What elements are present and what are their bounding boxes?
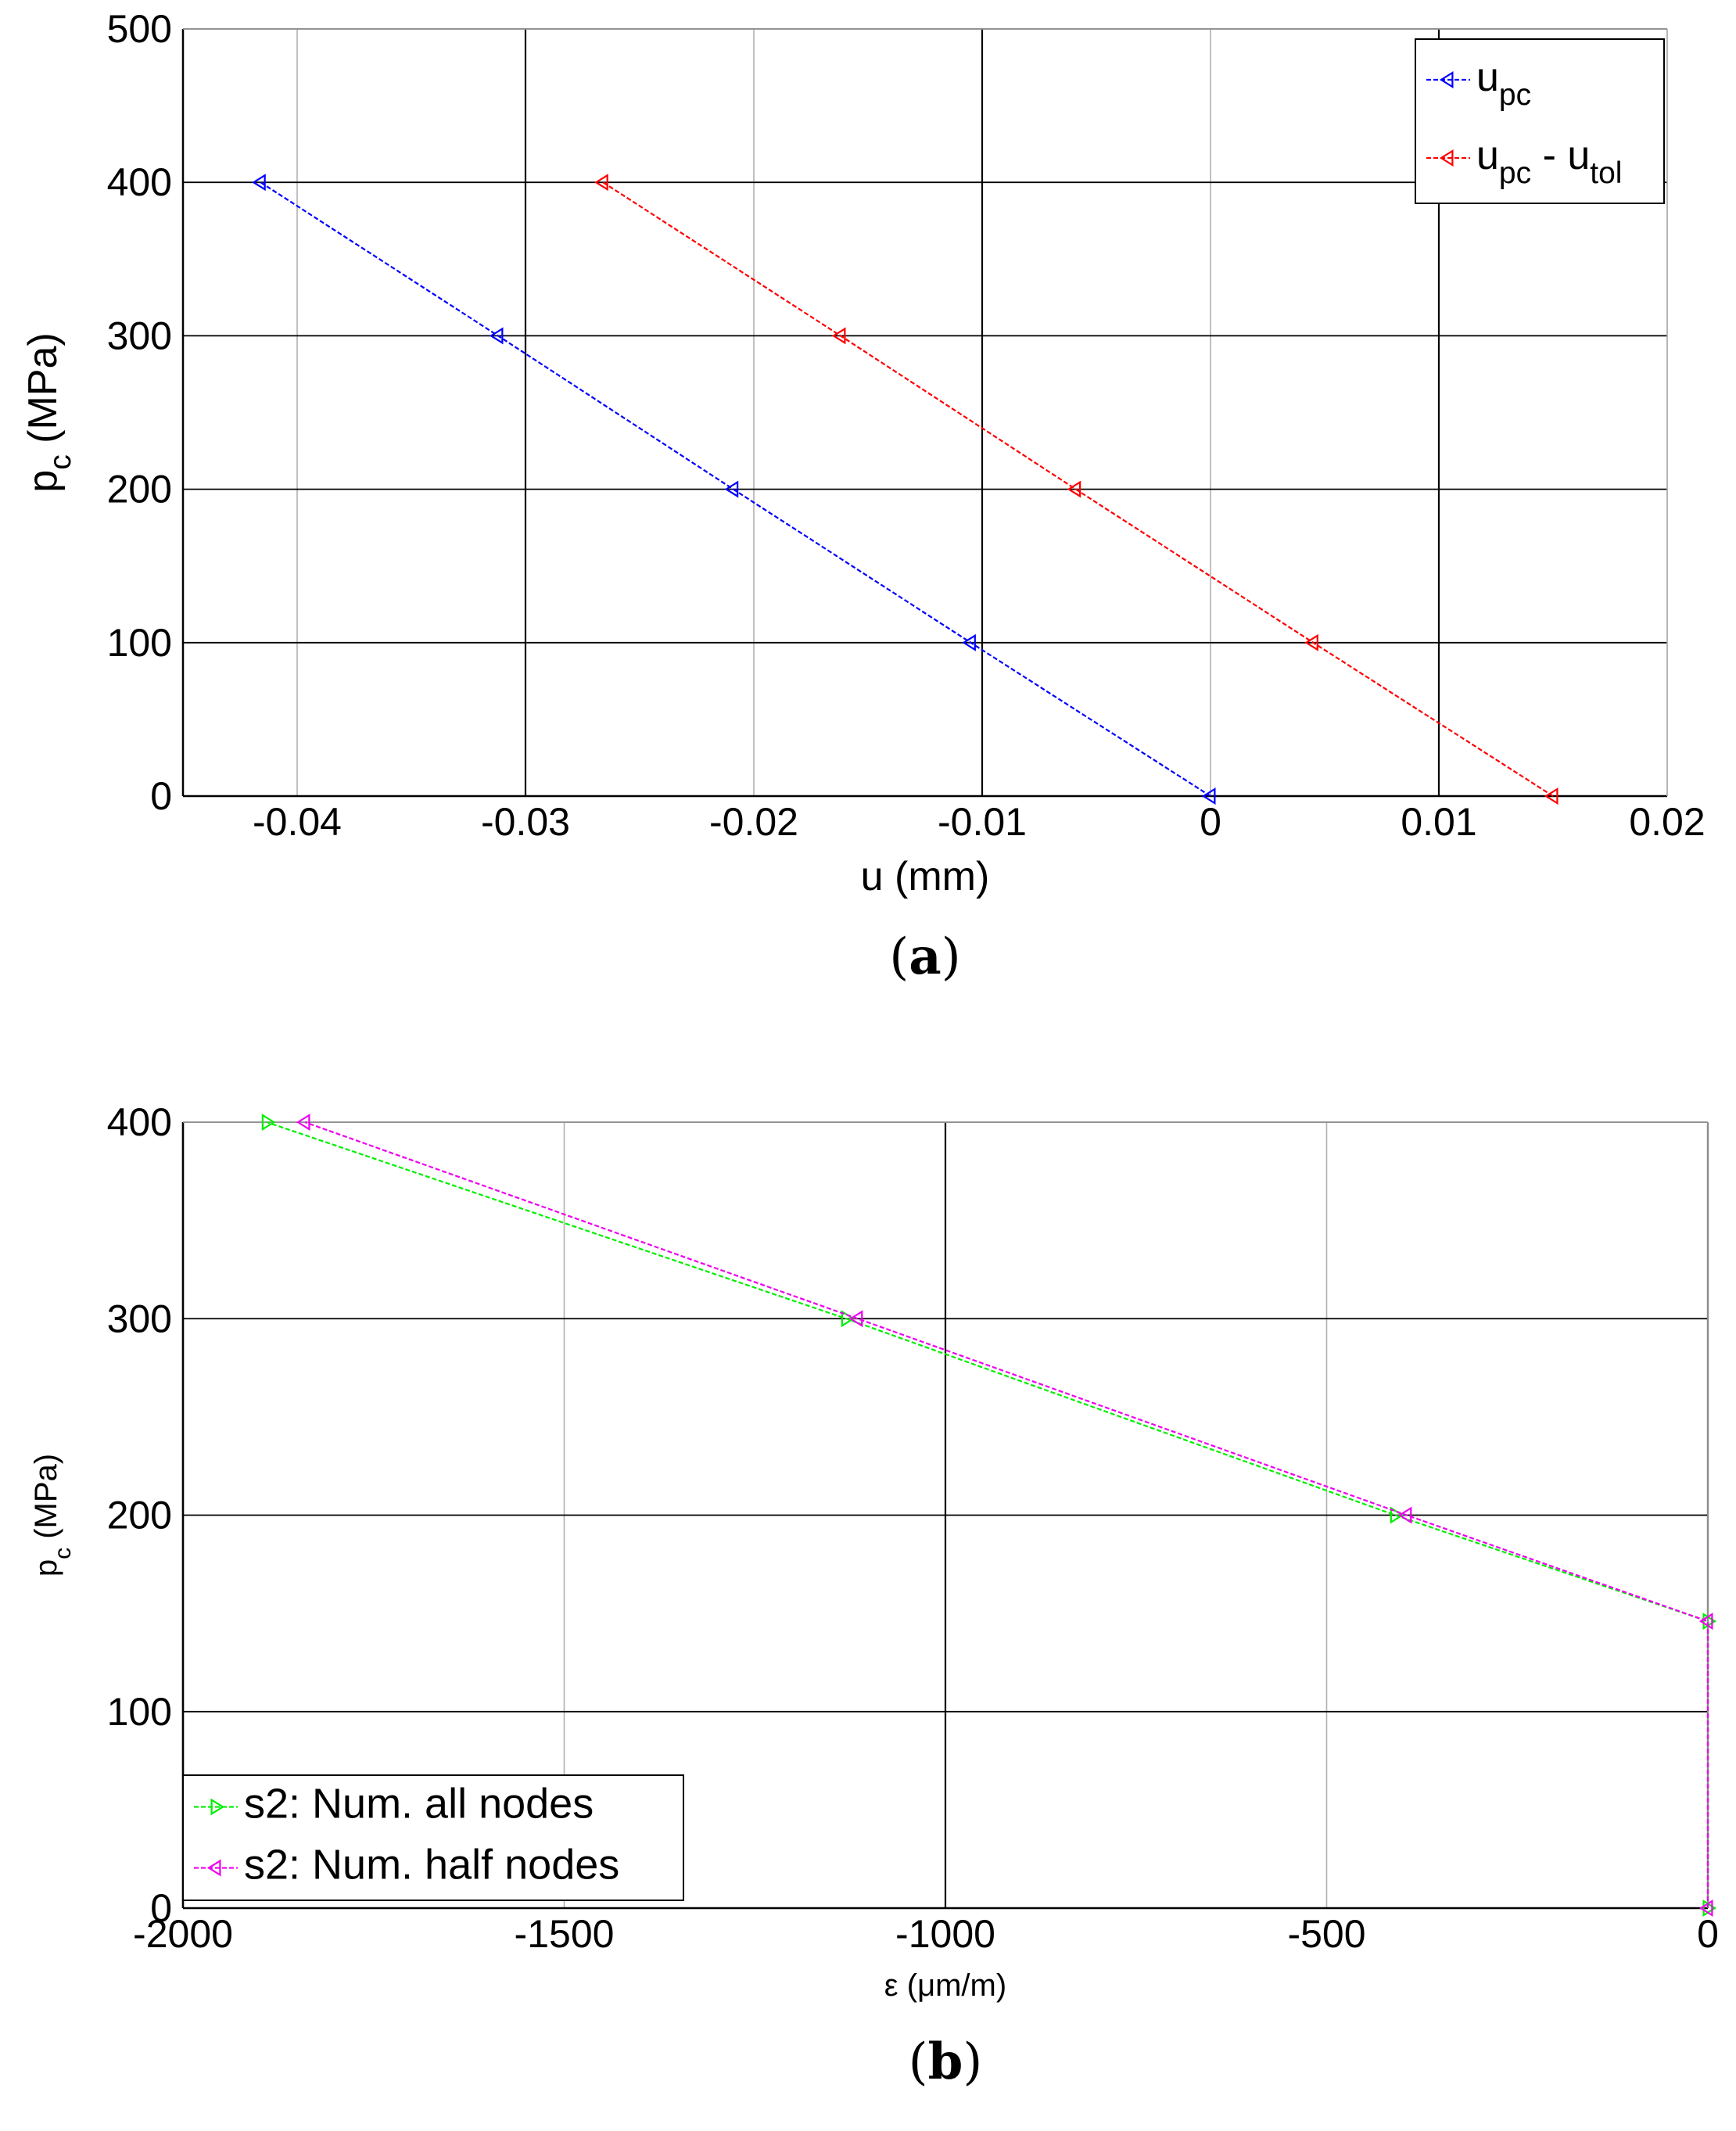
panel-label-letter: a bbox=[909, 927, 941, 986]
y-tick-label: 200 bbox=[107, 468, 172, 511]
legend-label-main: u bbox=[1476, 133, 1499, 178]
x-axis-label: u (mm) bbox=[861, 854, 990, 899]
y-tick-label: 100 bbox=[107, 621, 172, 665]
chart-a: -0.04 -0.03 -0.02 -0.01 0 0.01 0.02 0 100 200 300 4… bbox=[20, 7, 1706, 986]
chart-b: -2000 -1500 -1000 -500 0 0 100 200 300 400 ε (μm/m… bbox=[29, 1100, 1719, 2091]
legend-label-main: u bbox=[1476, 55, 1499, 100]
x-axis-label: ε (μm/m) bbox=[884, 1968, 1006, 2003]
legend-label-1: s2: Num. half nodes bbox=[244, 1842, 619, 1889]
legend-swatch-marker-0 bbox=[210, 1798, 225, 1816]
legend-label-sub: pc bbox=[1499, 78, 1531, 112]
series-1-point bbox=[1304, 633, 1318, 651]
series-1-point bbox=[296, 1114, 310, 1131]
y-axis-label-unit: (MPa) bbox=[20, 332, 66, 454]
x-tick-label: -0.01 bbox=[938, 800, 1027, 844]
y-tick-label: 100 bbox=[107, 1690, 172, 1734]
series-0-point bbox=[962, 633, 976, 651]
panel-label-open: ( bbox=[909, 2033, 928, 2091]
series-1-point bbox=[848, 1310, 863, 1328]
legend-label-sub2: tol bbox=[1590, 156, 1622, 190]
panel-label: (a) bbox=[889, 927, 960, 986]
x-tick-label: 0 bbox=[1200, 800, 1221, 844]
x-tick-label: -1500 bbox=[515, 1912, 615, 1956]
legend-box bbox=[1415, 38, 1665, 204]
series-1-point bbox=[831, 327, 846, 345]
legend-label-0: upc bbox=[1476, 55, 1531, 112]
legend-swatch-marker-1 bbox=[206, 1859, 221, 1877]
series-line-0 bbox=[260, 181, 1211, 797]
legend-label-main: s2: Num. all nodes bbox=[244, 1781, 594, 1828]
series-line-1 bbox=[602, 181, 1554, 797]
legend-box bbox=[182, 1774, 684, 1901]
panel-label-open: ( bbox=[889, 928, 909, 986]
legend-label-rest: - u bbox=[1531, 133, 1590, 178]
y-tick-label: 0 bbox=[150, 1886, 172, 1930]
panel-label-close: ) bbox=[963, 2033, 982, 2091]
series-0-point bbox=[724, 480, 739, 498]
y-axis-label-unit: (MPa) bbox=[29, 1454, 63, 1548]
panel-label: (b) bbox=[909, 2032, 983, 2091]
y-axis-label-sub: c bbox=[44, 454, 77, 470]
legend-label-0: s2: Num. all nodes bbox=[244, 1781, 594, 1828]
legend-swatch-marker-1 bbox=[1439, 149, 1454, 167]
series-0-point bbox=[261, 1114, 276, 1131]
y-axis-label: pc (MPa) bbox=[20, 332, 77, 492]
panel-label-close: ) bbox=[942, 928, 961, 986]
legend-label-sub: pc bbox=[1499, 156, 1531, 190]
y-tick-label: 300 bbox=[107, 1297, 172, 1340]
series-0-point bbox=[252, 174, 266, 192]
series-1-point bbox=[1698, 1613, 1713, 1631]
y-axis-label-main: p bbox=[29, 1559, 63, 1577]
x-tick-label: -2000 bbox=[133, 1912, 233, 1956]
x-tick-label: -500 bbox=[1287, 1912, 1365, 1956]
y-tick-label: 500 bbox=[107, 7, 172, 51]
y-tick-label: 0 bbox=[150, 774, 172, 818]
y-axis-label: pc (MPa) bbox=[29, 1454, 76, 1577]
series-line-1 bbox=[304, 1121, 1709, 1908]
x-tick-label: -0.03 bbox=[481, 800, 570, 844]
x-tick-label: -0.02 bbox=[709, 800, 798, 844]
y-axis-label-main: p bbox=[20, 470, 66, 493]
x-tick-label: 0 bbox=[1697, 1912, 1719, 1956]
y-tick-label: 400 bbox=[107, 1100, 172, 1144]
series-1-point bbox=[1397, 1506, 1412, 1524]
y-tick-label: 200 bbox=[107, 1494, 172, 1537]
x-tick-label: 0.01 bbox=[1401, 800, 1476, 844]
y-tick-label: 400 bbox=[107, 160, 172, 204]
legend-label-main: s2: Num. half nodes bbox=[244, 1842, 619, 1889]
panel-label-letter: b bbox=[928, 2032, 963, 2091]
x-tick-label: 0.02 bbox=[1629, 800, 1705, 844]
x-tick-label: -0.04 bbox=[253, 800, 342, 844]
series-1-point bbox=[1067, 480, 1081, 498]
y-axis-label-sub: c bbox=[50, 1548, 76, 1559]
x-tick-label: -1000 bbox=[895, 1912, 995, 1956]
series-0-point bbox=[1702, 1900, 1717, 1917]
series-1-point bbox=[594, 174, 608, 192]
y-tick-label: 300 bbox=[107, 314, 172, 357]
legend-swatch-marker-0 bbox=[1439, 71, 1454, 88]
series-0-point bbox=[1702, 1613, 1717, 1631]
legend: s2: Num. all nodes s2: Num. half nodes bbox=[182, 1774, 684, 1901]
series-1-point bbox=[1698, 1900, 1713, 1917]
series-0-point bbox=[489, 327, 504, 345]
legend-label-1: upc - utol bbox=[1476, 133, 1622, 190]
series-0-point bbox=[1201, 787, 1216, 805]
series-1-point bbox=[1544, 787, 1558, 805]
